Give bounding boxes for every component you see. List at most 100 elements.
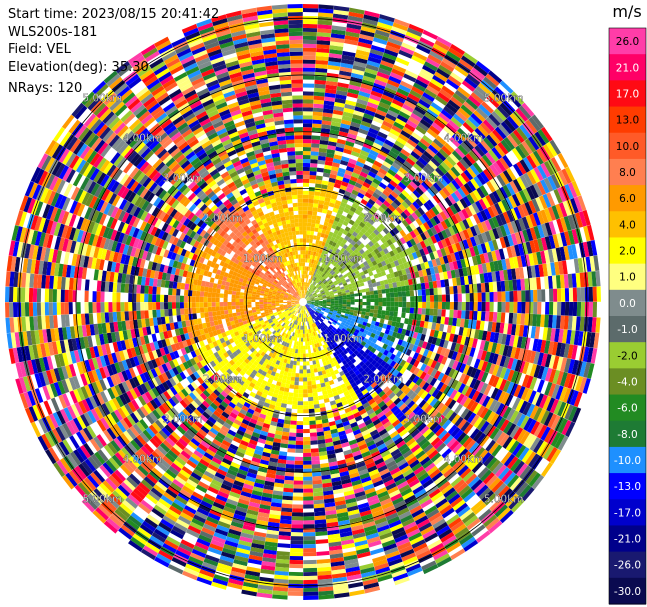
velocity-gate — [362, 302, 367, 306]
velocity-gate — [473, 175, 483, 188]
velocity-gate — [337, 307, 343, 311]
velocity-gate — [449, 389, 458, 400]
velocity-gate — [555, 315, 561, 329]
velocity-gate — [446, 254, 453, 263]
velocity-gate — [318, 151, 327, 157]
velocity-gate — [506, 167, 517, 181]
velocity-gate — [509, 208, 519, 221]
velocity-gate — [492, 281, 498, 292]
velocity-gate — [386, 231, 393, 239]
velocity-gate — [307, 287, 310, 292]
velocity-gate — [332, 233, 338, 239]
velocity-gate — [303, 393, 308, 398]
velocity-gate — [339, 66, 353, 73]
velocity-gate — [505, 438, 517, 452]
velocity-gate — [422, 247, 430, 255]
velocity-gate — [393, 259, 400, 267]
velocity-gate — [288, 432, 297, 437]
velocity-gate — [310, 275, 313, 280]
velocity-gate — [454, 189, 463, 201]
velocity-gate — [444, 397, 453, 407]
velocity-gate — [557, 187, 567, 203]
velocity-gate — [358, 344, 365, 350]
velocity-gate — [316, 550, 330, 556]
velocity-gate — [440, 109, 453, 120]
velocity-gate — [306, 301, 311, 302]
velocity-gate — [463, 52, 478, 64]
velocity-gate — [447, 399, 457, 410]
velocity-gate — [326, 303, 331, 305]
velocity-gate — [522, 157, 534, 171]
velocity-gate — [485, 292, 490, 302]
velocity-gate — [316, 36, 331, 42]
velocity-gate — [341, 198, 349, 204]
velocity-gate — [398, 181, 407, 190]
velocity-gate — [293, 392, 299, 398]
velocity-gate — [457, 187, 467, 198]
velocity-gate — [319, 282, 324, 287]
velocity-gate — [311, 215, 317, 220]
velocity-gate — [317, 285, 321, 289]
velocity-gate — [459, 276, 465, 286]
velocity-gate — [393, 121, 405, 130]
velocity-gate — [453, 391, 462, 402]
velocity-gate — [370, 231, 377, 239]
velocity-gate — [414, 209, 422, 218]
velocity-gate — [375, 135, 386, 143]
velocity-gate — [465, 217, 474, 228]
velocity-gate — [460, 104, 474, 116]
velocity-gate — [330, 125, 341, 131]
velocity-gate — [305, 286, 308, 291]
velocity-gate — [487, 321, 493, 332]
velocity-gate — [371, 163, 381, 172]
velocity-gate — [419, 355, 427, 364]
velocity-gate — [568, 302, 574, 316]
velocity-gate — [307, 254, 311, 259]
velocity-gate — [335, 90, 348, 96]
velocity-gate — [432, 400, 442, 410]
velocity-gate — [289, 424, 297, 429]
velocity-gate — [303, 278, 305, 283]
velocity-gate — [425, 147, 436, 158]
velocity-gate — [423, 201, 432, 211]
velocity-gate — [434, 203, 443, 214]
velocity-gate — [318, 304, 323, 307]
velocity-gate — [471, 390, 481, 402]
velocity-gate — [515, 191, 525, 205]
velocity-gate — [380, 337, 387, 344]
velocity-gate — [347, 183, 355, 190]
velocity-gate — [308, 396, 314, 402]
velocity-gate — [377, 262, 383, 268]
velocity-gate — [431, 273, 437, 282]
velocity-gate — [446, 206, 455, 217]
velocity-gate — [312, 251, 317, 256]
velocity-gate — [362, 142, 373, 150]
velocity-gate — [386, 238, 393, 246]
velocity-gate — [528, 116, 541, 132]
velocity-gate — [567, 245, 574, 260]
velocity-gate — [365, 308, 371, 313]
velocity-gate — [398, 152, 408, 161]
velocity-gate — [441, 294, 447, 302]
velocity-gate — [316, 309, 321, 312]
velocity-gate — [310, 284, 314, 289]
velocity-gate — [567, 359, 576, 374]
velocity-gate — [429, 343, 436, 352]
velocity-gate — [315, 273, 319, 278]
velocity-gate — [327, 235, 333, 241]
velocity-gate — [303, 55, 316, 60]
velocity-gate — [542, 395, 552, 411]
velocity-gate — [447, 245, 455, 254]
velocity-gate — [332, 207, 339, 213]
velocity-gate — [346, 327, 352, 333]
velocity-gate — [341, 308, 347, 312]
velocity-gate — [317, 159, 326, 165]
velocity-gate — [303, 421, 310, 426]
velocity-gate — [313, 306, 318, 309]
velocity-gate — [398, 345, 405, 353]
velocity-gate — [305, 258, 308, 263]
velocity-gate — [322, 116, 333, 122]
velocity-gate — [488, 240, 495, 252]
velocity-gate — [540, 314, 546, 328]
velocity-gate — [303, 516, 315, 521]
